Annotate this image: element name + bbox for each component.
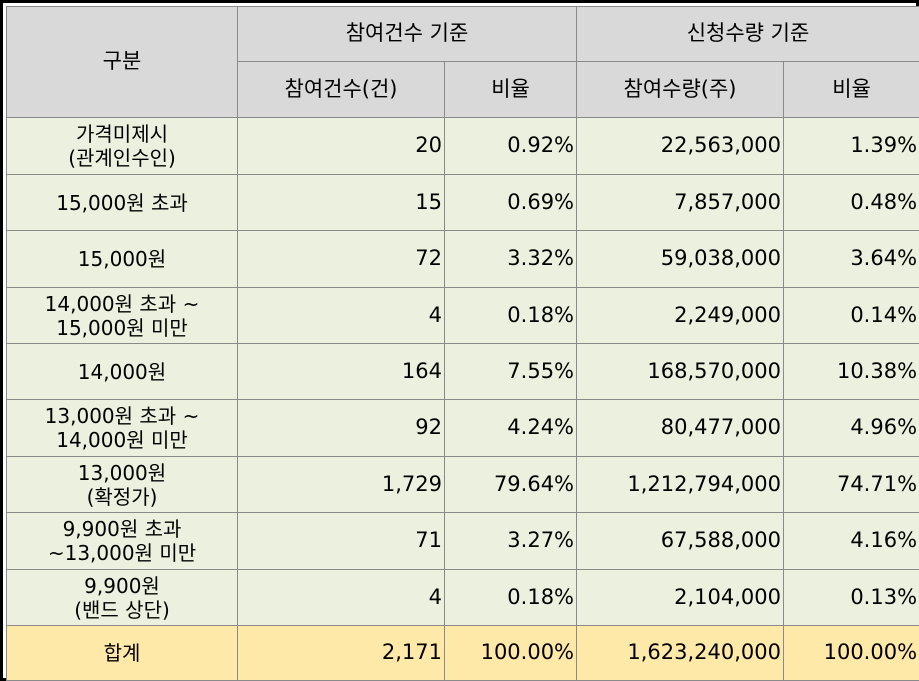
row-count: 1,729 — [237, 456, 445, 513]
row-quantity-ratio: 1.39% — [783, 117, 919, 175]
row-count-ratio: 3.32% — [443, 230, 578, 288]
row-category: 9,900원 초과 ~13,000원 미만 — [6, 512, 238, 570]
row-quantity-ratio: 4.16% — [783, 512, 919, 570]
row-quantity: 67,588,000 — [576, 512, 785, 570]
header-group-participation: 참여건수 기준 — [236, 6, 578, 62]
total-quantity-ratio: 100.00% — [783, 625, 919, 681]
row-category: 14,000원 — [6, 343, 238, 400]
row-quantity-ratio: 0.13% — [783, 569, 919, 626]
row-quantity-ratio: 74.71% — [783, 456, 919, 513]
row-quantity: 7,857,000 — [576, 174, 785, 231]
row-category: 14,000원 초과 ~ 15,000원 미만 — [6, 287, 238, 344]
row-count-ratio: 7.55% — [443, 343, 578, 400]
table-row: 14,000원 초과 ~ 15,000원 미만 4 0.18% 2,249,000 0.… — [6, 287, 919, 344]
header-quantity-ratio: 비율 — [783, 61, 919, 118]
total-category: 합계 — [6, 625, 238, 681]
header-count: 참여건수(건) — [237, 61, 445, 118]
row-category: 13,000원 (확정가) — [6, 456, 238, 513]
row-count: 164 — [237, 343, 445, 400]
header-category: 구분 — [6, 6, 238, 118]
row-quantity: 22,563,000 — [576, 117, 785, 175]
row-count-ratio: 79.64% — [443, 456, 578, 513]
table-row: 14,000원 164 7.55% 168,570,000 10.38% — [6, 343, 919, 400]
total-count: 2,171 — [237, 625, 445, 681]
row-category: 9,900원 (밴드 상단) — [6, 569, 238, 626]
row-category: 가격미제시 (관계인수인) — [6, 117, 238, 175]
row-count-ratio: 0.18% — [443, 287, 578, 344]
total-row: 합계 2,171 100.00% 1,623,240,000 100.00% — [6, 625, 919, 681]
demand-forecast-table: 구분 참여건수 기준 신청수량 기준 참여건수(건) 비율 참여수량(주) 비율… — [6, 6, 919, 681]
row-quantity: 2,249,000 — [576, 287, 785, 344]
row-quantity-ratio: 4.96% — [783, 399, 919, 457]
row-count-ratio: 0.92% — [443, 117, 578, 175]
total-quantity: 1,623,240,000 — [576, 625, 785, 681]
header-group-quantity: 신청수량 기준 — [576, 6, 919, 62]
table-row: 9,900원 초과 ~13,000원 미만 71 3.27% 67,588,000 4.… — [6, 512, 919, 570]
row-quantity: 168,570,000 — [576, 343, 785, 400]
row-count: 20 — [237, 117, 445, 175]
row-count-ratio: 4.24% — [443, 399, 578, 457]
row-count: 71 — [237, 512, 445, 570]
row-count-ratio: 0.18% — [443, 569, 578, 626]
row-category: 13,000원 초과 ~ 14,000원 미만 — [6, 399, 238, 457]
row-quantity: 59,038,000 — [576, 230, 785, 288]
header-quantity: 참여수량(주) — [576, 61, 785, 118]
row-count: 92 — [237, 399, 445, 457]
table-row: 13,000원 (확정가) 1,729 79.64% 1,212,794,000 74.… — [6, 456, 919, 513]
row-quantity-ratio: 0.14% — [783, 287, 919, 344]
row-category: 15,000원 초과 — [6, 174, 238, 231]
table-row: 9,900원 (밴드 상단) 4 0.18% 2,104,000 0.13% — [6, 569, 919, 626]
header-count-ratio: 비율 — [443, 61, 578, 118]
header-row-columns: 참여건수(건) 비율 참여수량(주) 비율 — [7, 61, 919, 118]
row-category: 15,000원 — [6, 230, 238, 288]
row-count: 4 — [237, 569, 445, 626]
row-quantity: 2,104,000 — [576, 569, 785, 626]
table-row: 15,000원 초과 15 0.69% 7,857,000 0.48% — [6, 174, 919, 231]
row-quantity-ratio: 0.48% — [783, 174, 919, 231]
total-count-ratio: 100.00% — [443, 625, 578, 681]
header-row-group: 구분 참여건수 기준 신청수량 기준 — [6, 6, 919, 118]
row-quantity-ratio: 10.38% — [783, 343, 919, 400]
row-count: 72 — [237, 230, 445, 288]
table-row: 가격미제시 (관계인수인) 20 0.92% 22,563,000 1.39% — [6, 117, 919, 175]
row-count: 4 — [237, 287, 445, 344]
row-count: 15 — [237, 174, 445, 231]
row-quantity: 1,212,794,000 — [576, 456, 785, 513]
table-row: 13,000원 초과 ~ 14,000원 미만 92 4.24% 80,477,000… — [6, 399, 919, 457]
row-quantity-ratio: 3.64% — [783, 230, 919, 288]
row-count-ratio: 3.27% — [443, 512, 578, 570]
row-count-ratio: 0.69% — [443, 174, 578, 231]
table-row: 15,000원 72 3.32% 59,038,000 3.64% — [6, 230, 919, 288]
row-quantity: 80,477,000 — [576, 399, 785, 457]
